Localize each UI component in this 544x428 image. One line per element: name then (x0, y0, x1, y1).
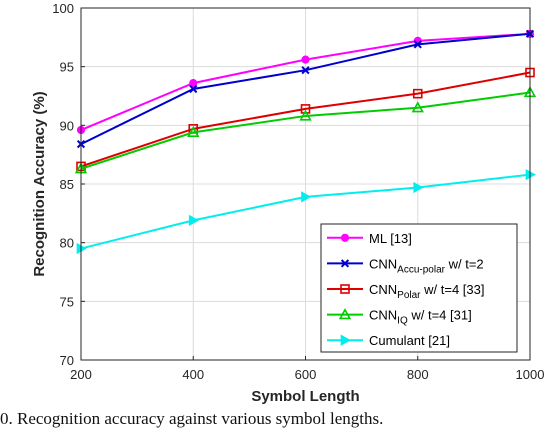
y-tick-label: 75 (60, 294, 74, 309)
legend-marker (340, 334, 351, 346)
legend-entry: CNNIQ w/ t=4 [31] (327, 308, 472, 327)
series-point (187, 125, 200, 138)
series-point (189, 78, 198, 88)
series-point (411, 101, 424, 113)
legend-marker (338, 308, 352, 320)
y-axis-title: Recognition Accuracy (%) (31, 91, 48, 276)
series-point (301, 191, 312, 203)
accuracy-line-chart: 200 400 600 800 1000 70 75 80 85 90 95 100 Symbol L… (31, 1, 544, 405)
legend-label: CNNAccu-polar w/ t=2 (369, 256, 484, 275)
y-tick-label: 85 (60, 177, 74, 192)
legend-entry: Cumulant [21] (327, 333, 450, 348)
legend-marker (340, 259, 350, 268)
series-point (413, 181, 424, 194)
tick-layer: 200 400 600 800 1000 70 75 80 85 90 95 100 (52, 1, 544, 382)
y-tick-label: 100 (52, 1, 74, 16)
series-line (80, 71, 531, 168)
series-point (189, 84, 198, 94)
series-point (301, 55, 310, 64)
y-tick-label: 80 (60, 236, 74, 251)
legend-marker (340, 284, 350, 294)
series-point (188, 214, 200, 227)
legend-label: CNNPolar w/ t=4 [33] (369, 282, 484, 301)
y-tick-label: 95 (60, 60, 74, 75)
x-tick-label: 1000 (516, 367, 544, 382)
series-point (300, 104, 311, 114)
series-point (412, 88, 423, 99)
series-point (413, 40, 422, 49)
series-layer (74, 29, 537, 255)
legend-label: ML [13] (369, 231, 412, 246)
series-line (80, 91, 531, 170)
x-axis-title: Symbol Length (251, 388, 359, 405)
y-tick-label: 90 (60, 118, 74, 133)
x-tick-label: 600 (295, 367, 317, 382)
legend-label: CNNIQ w/ t=4 [31] (369, 308, 472, 327)
y-tick-label: 70 (60, 353, 74, 368)
x-tick-label: 200 (70, 367, 92, 382)
legend-label: Cumulant [21] (369, 333, 450, 348)
legend-marker (340, 233, 350, 242)
legend-entry: CNNAccu-polar w/ t=2 (327, 256, 484, 275)
x-tick-label: 400 (182, 367, 204, 382)
x-tick-label: 800 (407, 367, 429, 382)
series-point (301, 66, 310, 75)
legend-entry: ML [13] (327, 231, 412, 246)
figure-caption: 0. Recognition accuracy against various … (0, 409, 384, 428)
series-point (299, 109, 312, 121)
legend: ML [13] CNNAccu-polar w/ t=2 CNNPolar w/ t… (320, 223, 518, 353)
legend-entry: CNNPolar w/ t=4 [33] (327, 282, 484, 301)
series-5 (76, 168, 536, 255)
